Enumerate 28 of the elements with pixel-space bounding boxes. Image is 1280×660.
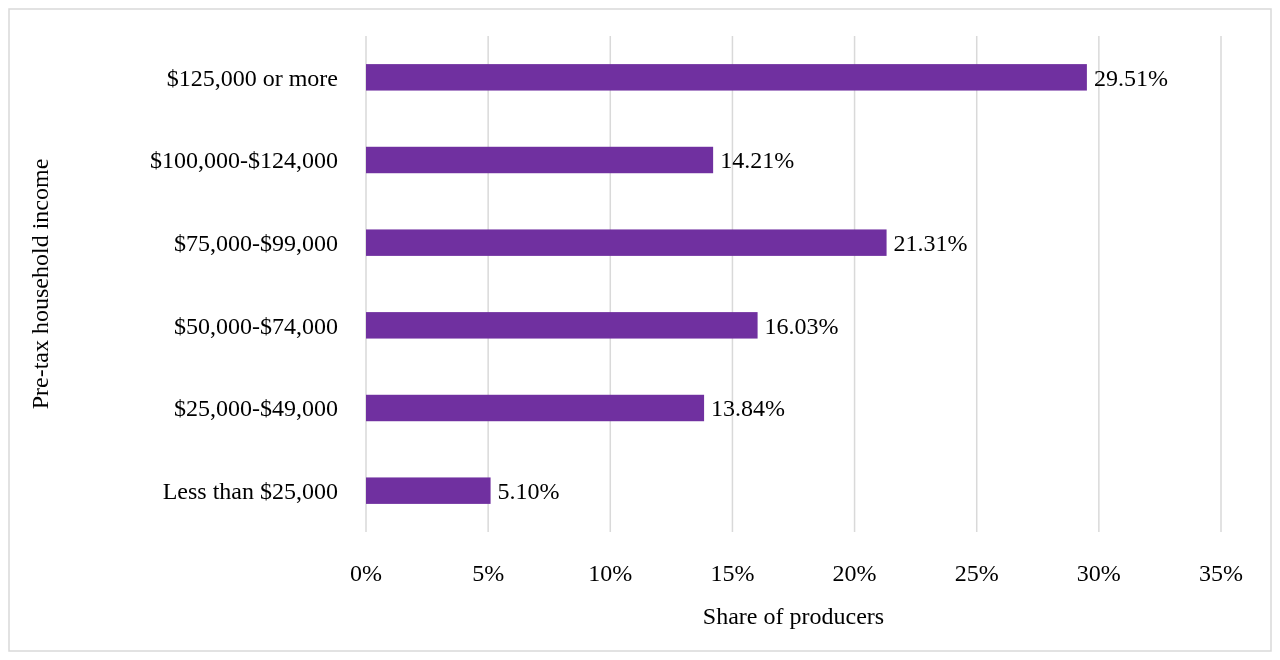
data-label: 21.31% [893,230,968,257]
y-tick-label: $25,000-$49,000 [174,395,338,422]
data-label: 5.10% [497,478,560,505]
x-tick-label: 15% [710,560,755,586]
x-tick-label: 20% [832,560,877,586]
x-tick-label: 5% [472,560,505,586]
x-tick-label: 35% [1199,560,1243,586]
x-tick-label: 25% [954,560,999,586]
bar [366,312,758,339]
x-tick-label: 30% [1076,560,1121,586]
y-tick-label: $75,000-$99,000 [174,230,338,257]
y-tick-label: Less than $25,000 [162,478,338,505]
y-tick-label: $50,000-$74,000 [174,312,338,339]
bar [366,64,1087,91]
x-tick-label: 10% [588,560,633,586]
bar [366,394,705,422]
y-tick-label: $125,000 or more [166,64,338,91]
x-axis-title: Share of producers [702,603,885,629]
data-label: 16.03% [764,312,839,339]
bar [366,229,887,256]
data-label: 13.84% [711,395,786,422]
x-tick-label: 0% [350,560,382,586]
bar [366,477,491,504]
y-axis-title: Pre-tax household income [27,158,53,410]
y-tick-label: $100,000-$124,000 [150,147,338,174]
data-label: 29.51% [1093,64,1168,91]
bar [366,146,714,174]
data-label: 14.21% [720,147,795,174]
